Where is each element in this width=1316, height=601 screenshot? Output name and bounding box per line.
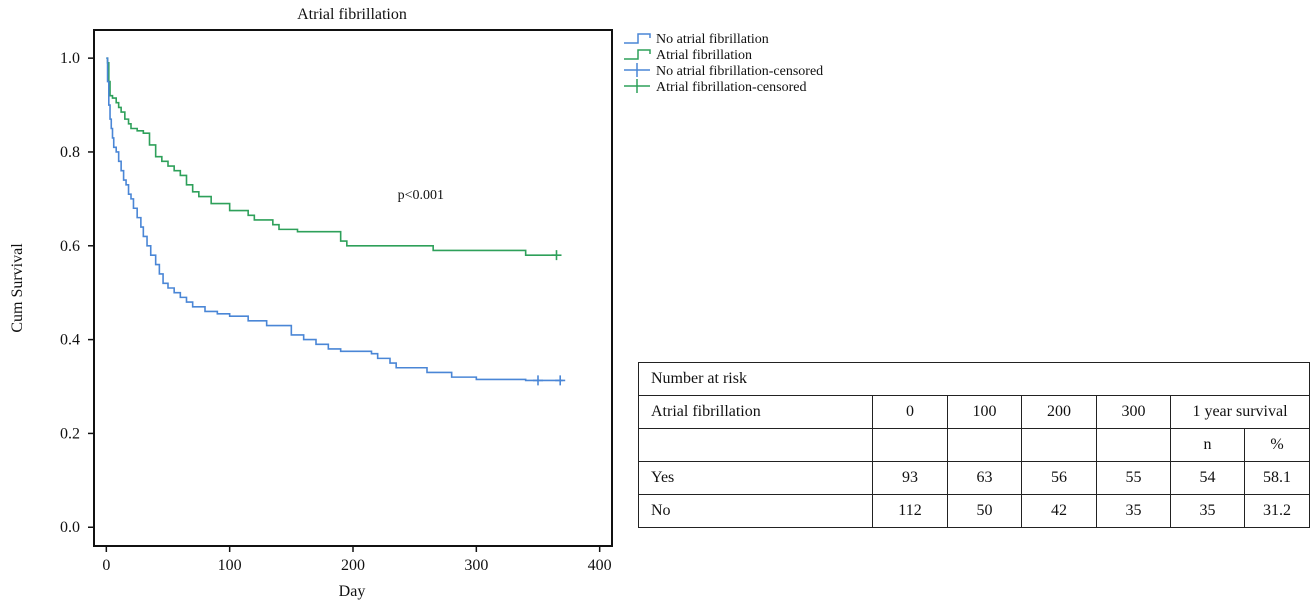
table-cell: [947, 428, 1022, 462]
table-cell: 35: [1170, 494, 1245, 528]
y-tick-label: 0.6: [60, 238, 80, 255]
x-axis-label: Day: [339, 583, 366, 600]
table-cell: [1096, 428, 1171, 462]
table-cell: Yes: [638, 461, 873, 495]
series-line-atrial-fibrillation: [106, 57, 557, 256]
table-cell: 63: [947, 461, 1022, 495]
table-cell: [638, 428, 873, 462]
legend-censor-symbol: [624, 79, 650, 93]
table-cell: 50: [947, 494, 1022, 528]
x-tick-label: 0: [102, 557, 110, 574]
table-cell: 93: [872, 461, 948, 495]
table-row: No 112 50 42 35 35 31.2: [638, 494, 1310, 528]
axes: 0 100 200 300 400 0.0 0.2 0.4 0.6 0.8 1.0: [60, 50, 612, 574]
x-tick-label: 300: [464, 557, 488, 574]
chart-title: Atrial fibrillation: [297, 6, 407, 23]
table-cell: 54: [1170, 461, 1245, 495]
y-tick-label: 0.8: [60, 144, 80, 161]
censor-mark: [555, 375, 566, 386]
legend-item: No atrial fibrillation-censored: [624, 63, 823, 79]
legend-item: No atrial fibrillation: [624, 32, 769, 47]
y-tick-label: 0.4: [60, 332, 80, 349]
table-row: Yes 93 63 56 55 54 58.1: [638, 461, 1310, 495]
legend-step-symbol: [624, 49, 651, 60]
table-cell: 100: [947, 395, 1022, 429]
table-cell: 1 year survival: [1170, 395, 1310, 429]
x-tick-label: 200: [341, 557, 365, 574]
table-cell: n: [1170, 428, 1245, 462]
legend-item: Atrial fibrillation: [624, 48, 752, 63]
table-cell: Number at risk: [638, 362, 1310, 396]
censor-mark: [533, 375, 543, 386]
series-line-no-atrial-fibrillation: [106, 57, 563, 382]
legend-label: No atrial fibrillation-censored: [656, 64, 823, 79]
x-tick-label: 400: [588, 557, 612, 574]
y-axis-label: Cum Survival: [9, 243, 26, 333]
legend-label: No atrial fibrillation: [656, 32, 769, 47]
table-cell: %: [1244, 428, 1310, 462]
table-cell: [872, 428, 948, 462]
legend-label: Atrial fibrillation-censored: [656, 80, 806, 95]
series-layer: [106, 57, 566, 386]
table-subheader-row: n%: [638, 428, 1310, 462]
table-header-row: Atrial fibrillation 0 100 200 300 1 year surv…: [638, 395, 1310, 429]
censor-mark: [551, 250, 562, 261]
x-tick-label: 100: [218, 557, 242, 574]
legend-label: Atrial fibrillation: [656, 48, 752, 63]
y-tick-label: 0.0: [60, 519, 80, 536]
p-value-annotation: p<0.001: [398, 188, 444, 203]
y-tick-label: 1.0: [60, 50, 80, 67]
table-title-row: Number at risk: [638, 362, 1310, 396]
table-cell: 300: [1096, 395, 1171, 429]
table-cell: 112: [872, 494, 948, 528]
table-cell: 55: [1096, 461, 1171, 495]
table-cell: 42: [1021, 494, 1097, 528]
table-cell: 58.1: [1244, 461, 1310, 495]
table-cell: 35: [1096, 494, 1171, 528]
table-cell: [1021, 428, 1097, 462]
y-tick-label: 0.2: [60, 425, 80, 442]
risk-table: Number at risk Atrial fibrillation 0 100 200…: [638, 362, 1310, 528]
table-cell: Atrial fibrillation: [638, 395, 873, 429]
legend-item: Atrial fibrillation-censored: [624, 79, 806, 95]
table-cell: 31.2: [1244, 494, 1310, 528]
kaplan-meier-chart: Atrial fibrillation 0 100 200 300 4000.00.20…: [9, 6, 613, 600]
table-cell: 200: [1021, 395, 1097, 429]
table-cell: 0: [872, 395, 948, 429]
legend-censor-symbol: [624, 63, 650, 77]
table-cell: 56: [1021, 461, 1097, 495]
table-cell: No: [638, 494, 873, 528]
legend-step-symbol: [624, 33, 651, 44]
